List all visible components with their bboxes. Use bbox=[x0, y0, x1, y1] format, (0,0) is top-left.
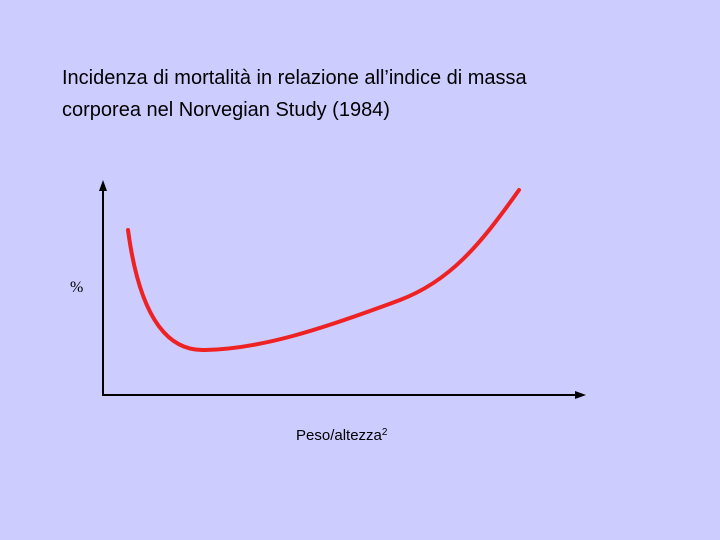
mortality-curve bbox=[126, 188, 521, 353]
x-axis-arrow bbox=[575, 391, 586, 399]
title-line: Incidenza di mortalità in relazione all’… bbox=[62, 67, 528, 89]
y-axis-label: % bbox=[70, 279, 83, 296]
x-axis-label-text: Peso/altezza bbox=[296, 427, 383, 444]
x-axis-label: Peso/altezza2 bbox=[296, 427, 388, 444]
y-axis-arrow bbox=[99, 180, 107, 191]
title-line: corporea nel Norvegian Study (1984) bbox=[62, 99, 390, 121]
x-axis-label-superscript: 2 bbox=[382, 427, 388, 438]
